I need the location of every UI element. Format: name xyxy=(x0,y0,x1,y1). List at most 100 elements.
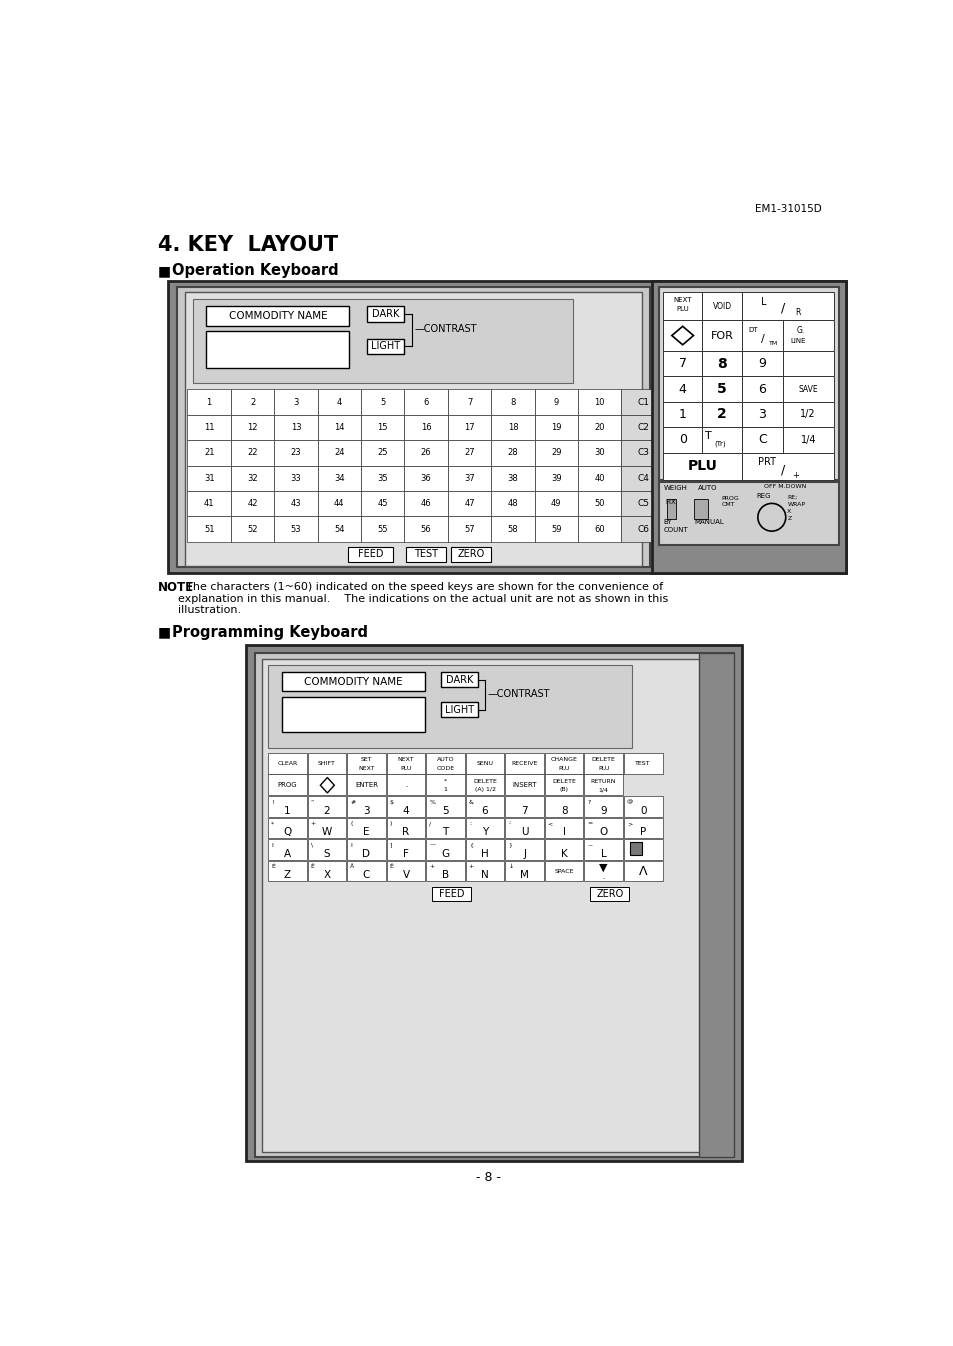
Text: T: T xyxy=(704,432,711,441)
Text: —CONTRAST: —CONTRAST xyxy=(487,689,549,699)
Text: /: / xyxy=(780,302,784,315)
Text: :: : xyxy=(468,821,471,826)
Text: O: O xyxy=(598,828,607,837)
Bar xyxy=(432,887,471,900)
Text: L: L xyxy=(600,849,606,859)
Text: N: N xyxy=(480,871,488,880)
Bar xyxy=(781,351,833,377)
Text: &: & xyxy=(468,800,473,805)
Bar xyxy=(404,389,447,415)
Text: LINE: LINE xyxy=(790,338,805,345)
Bar xyxy=(274,415,317,440)
Bar xyxy=(741,351,781,377)
Text: C2: C2 xyxy=(637,423,648,432)
Bar xyxy=(268,795,307,817)
Text: 11: 11 xyxy=(204,423,214,432)
Text: 9: 9 xyxy=(758,357,765,370)
Bar xyxy=(282,697,425,732)
Text: (B): (B) xyxy=(559,787,568,793)
Text: 15: 15 xyxy=(377,423,388,432)
Text: É: É xyxy=(271,864,274,868)
Text: 7: 7 xyxy=(520,806,527,816)
Bar xyxy=(307,817,346,839)
Text: Ê: Ê xyxy=(311,864,314,868)
Bar xyxy=(544,795,583,817)
Text: —CONTRAST: —CONTRAST xyxy=(415,324,476,334)
Text: 8: 8 xyxy=(510,397,516,406)
Text: 37: 37 xyxy=(464,474,475,483)
Bar xyxy=(360,440,404,466)
Bar xyxy=(231,440,274,466)
Text: AUTO: AUTO xyxy=(698,485,717,491)
Bar xyxy=(741,292,833,320)
Text: PLU: PLU xyxy=(558,766,569,771)
Text: CODE: CODE xyxy=(436,766,455,771)
Bar xyxy=(623,752,661,774)
Text: SHIFT: SHIFT xyxy=(317,760,335,766)
Bar xyxy=(268,817,307,839)
Text: : The characters (1~60) indicated on the speed keys are shown for the convenienc: : The characters (1~60) indicated on the… xyxy=(158,583,662,592)
Bar xyxy=(360,389,404,415)
Text: ■: ■ xyxy=(158,264,171,277)
Bar xyxy=(662,452,741,481)
Text: DELETE: DELETE xyxy=(591,758,615,762)
Text: NOTE: NOTE xyxy=(158,581,193,594)
Bar xyxy=(360,491,404,517)
Bar xyxy=(544,839,583,860)
Bar xyxy=(620,440,664,466)
Text: SPACE: SPACE xyxy=(554,870,574,874)
Text: 13: 13 xyxy=(291,423,301,432)
Bar xyxy=(347,817,385,839)
Bar xyxy=(534,517,578,542)
Bar xyxy=(406,546,446,561)
Text: G: G xyxy=(441,849,449,859)
Text: G.: G. xyxy=(796,326,804,335)
Text: +: + xyxy=(468,864,474,868)
Text: .: . xyxy=(602,874,604,880)
Text: ]: ] xyxy=(390,843,392,848)
Bar xyxy=(317,440,360,466)
Text: C: C xyxy=(758,433,766,447)
Bar xyxy=(282,672,425,692)
Text: K: K xyxy=(560,849,567,859)
Bar xyxy=(347,752,385,774)
Text: 17: 17 xyxy=(464,423,475,432)
Bar xyxy=(426,795,464,817)
Bar xyxy=(699,653,733,1158)
Text: <: < xyxy=(547,821,553,826)
Bar xyxy=(317,491,360,517)
Bar xyxy=(544,860,583,882)
Text: 35: 35 xyxy=(377,474,388,483)
Bar xyxy=(193,299,572,384)
Bar xyxy=(662,320,701,351)
Text: }: } xyxy=(508,843,512,848)
Text: Programming Keyboard: Programming Keyboard xyxy=(172,626,368,641)
Text: —: — xyxy=(429,843,435,848)
Text: 1/2: 1/2 xyxy=(800,409,815,420)
Text: ENTER: ENTER xyxy=(355,782,377,789)
Text: 3: 3 xyxy=(758,408,765,421)
Text: V: V xyxy=(402,871,409,880)
Text: C5: C5 xyxy=(637,499,648,509)
Bar xyxy=(662,351,701,377)
Bar xyxy=(662,401,701,427)
Bar xyxy=(583,795,622,817)
Bar xyxy=(659,287,839,479)
Bar xyxy=(386,860,425,882)
Text: CMT: CMT xyxy=(720,502,734,507)
Bar xyxy=(662,292,701,320)
Bar xyxy=(307,860,346,882)
Bar xyxy=(505,752,543,774)
Text: {: { xyxy=(468,843,473,848)
Text: ZERO: ZERO xyxy=(457,549,484,559)
Text: 58: 58 xyxy=(507,525,517,534)
Bar xyxy=(583,860,622,882)
Text: *: * xyxy=(271,821,274,826)
Text: .: . xyxy=(404,782,407,789)
Bar xyxy=(583,774,622,795)
Bar xyxy=(347,860,385,882)
Bar xyxy=(317,517,360,542)
Text: 4: 4 xyxy=(402,806,409,816)
Text: 4. KEY  LAYOUT: 4. KEY LAYOUT xyxy=(158,234,337,254)
Bar xyxy=(578,440,620,466)
